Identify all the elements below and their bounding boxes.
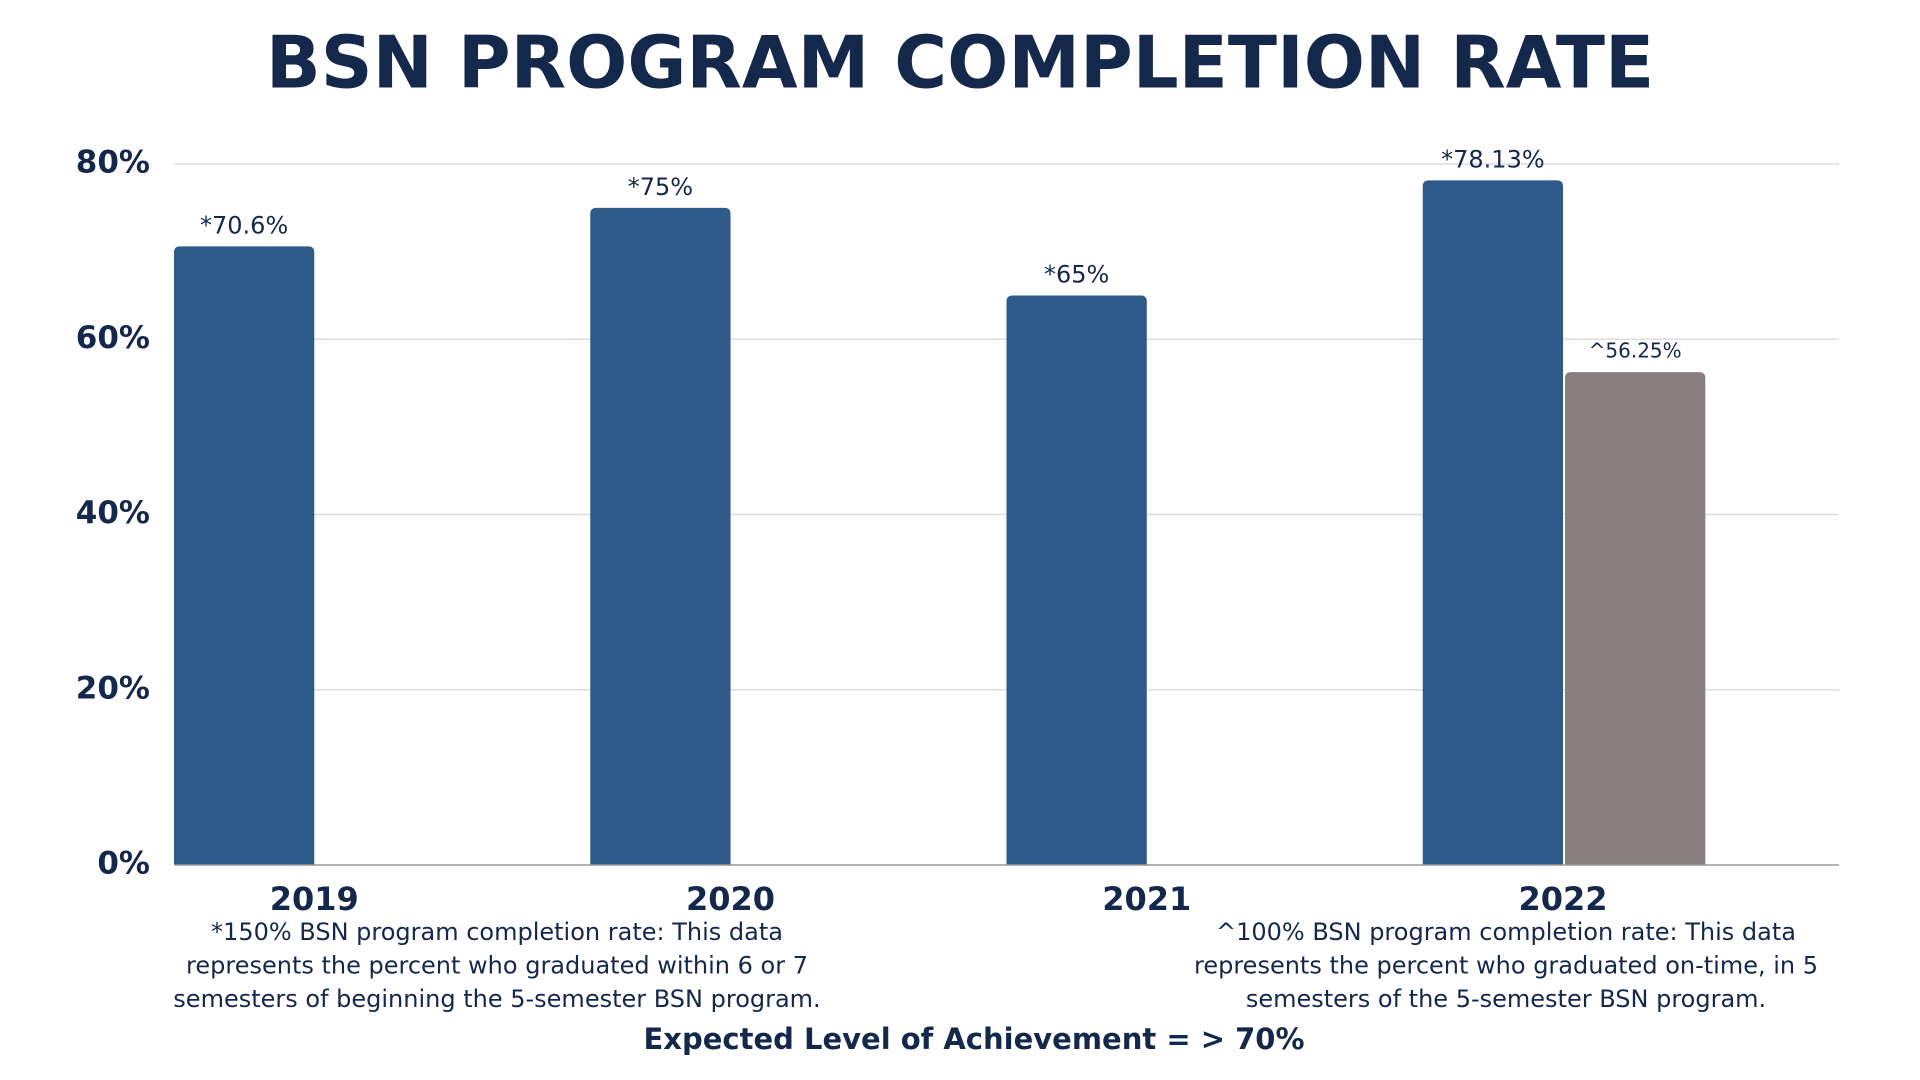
footnote: semesters of beginning the 5-semester BS… [173, 985, 820, 1013]
value-label: *78.13% [1441, 145, 1545, 173]
bar [1422, 180, 1564, 866]
y-tick-label: 40% [76, 495, 150, 531]
bar [1006, 295, 1147, 865]
x-tick-label: 2021 [1102, 880, 1191, 918]
value-label: *75% [628, 173, 693, 201]
footnote: *150% BSN program completion rate: This … [211, 918, 783, 946]
value-label: *65% [1044, 260, 1109, 288]
footnote: represents the percent who graduated wit… [186, 952, 808, 980]
x-tick-label: 2019 [270, 880, 359, 918]
x-tick-label: 2022 [1518, 880, 1607, 918]
y-tick-label: 60% [76, 320, 150, 356]
footnote: represents the percent who graduated on-… [1194, 952, 1818, 980]
x-tick-label: 2020 [686, 880, 775, 918]
y-tick-label: 80% [76, 145, 150, 181]
y-tick-label: 0% [97, 846, 150, 882]
bar [1565, 372, 1706, 865]
y-tick-label: 20% [76, 670, 150, 706]
value-label: *70.6% [200, 211, 288, 239]
footer: Expected Level of Achievement = > 70% [643, 1022, 1304, 1056]
footnote: semesters of the 5-semester BSN program. [1246, 985, 1766, 1013]
footnote: ^100% BSN program completion rate: This … [1216, 918, 1796, 946]
value-label: ^56.25% [1589, 339, 1682, 363]
bar [174, 246, 315, 865]
bar [590, 207, 731, 865]
chart-title: BSN PROGRAM COMPLETION RATE [266, 21, 1654, 105]
